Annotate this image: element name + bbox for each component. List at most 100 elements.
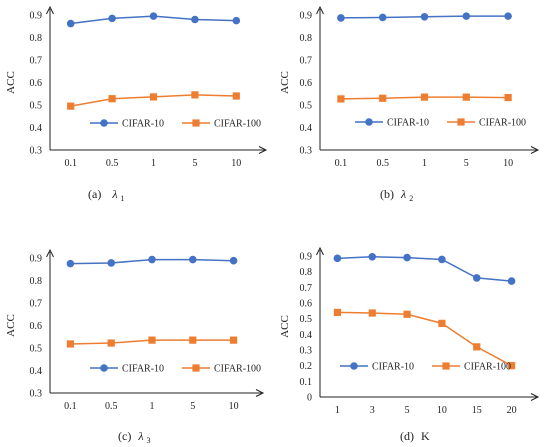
y-tick-label-c: 0.3	[30, 389, 43, 400]
caption-d: (d) K	[400, 429, 430, 443]
x-tick-label-a: 0.1	[64, 158, 77, 169]
legend-marker-cifar10-b	[365, 118, 373, 126]
y-axis-arrow-a	[46, 5, 54, 15]
point-cifar100-d	[473, 343, 481, 351]
x-tick-label-d: 3	[370, 405, 375, 416]
legend-marker-cifar100-a	[192, 119, 200, 127]
y-tick-label-d: 0.8	[300, 267, 313, 278]
caption-b: (b) λ 2	[380, 187, 413, 203]
y-tick-label-a: 0.5	[30, 101, 43, 112]
y-tick-label-d: 0.2	[300, 361, 313, 372]
legend-marker-cifar100-d	[442, 362, 450, 370]
x-tick-label-d: 20	[507, 405, 517, 416]
y-tick-label-d: 0	[307, 393, 312, 404]
point-cifar100-d	[403, 310, 411, 318]
point-cifar10-d	[368, 252, 377, 261]
y-tick-label-d: 0.9	[300, 252, 313, 263]
y-tick-label-a: 0.6	[30, 78, 43, 89]
caption-c-subscript: 3	[147, 436, 151, 445]
point-cifar10-b	[378, 13, 387, 22]
point-cifar10-d	[333, 254, 342, 263]
legend-marker-cifar10-a	[100, 119, 108, 127]
point-cifar10-a	[66, 19, 75, 28]
y-tick-label-b: 0.8	[300, 33, 313, 44]
y-tick-label-c: 0.8	[30, 276, 43, 287]
point-cifar10-b	[420, 12, 429, 21]
x-tick-label-d: 10	[437, 405, 447, 416]
point-cifar100-b	[504, 93, 512, 102]
point-cifar10-c	[107, 259, 115, 267]
series-line-cifar10-d	[337, 256, 512, 282]
caption-a-subscript: 1	[121, 194, 125, 203]
point-cifar100-a	[149, 93, 158, 101]
x-tick-label-c: 5	[190, 401, 195, 412]
x-tick-label-b: 10	[503, 158, 513, 169]
y-axis-title-c: ACC	[5, 314, 17, 337]
y-tick-label-c: 0.6	[30, 321, 43, 332]
caption-a-prefix: (a)	[88, 187, 101, 201]
y-tick-label-b: 0.6	[300, 78, 313, 89]
y-tick-label-b: 0.9	[300, 11, 313, 22]
y-tick-label-c: 0.4	[30, 366, 43, 377]
y-tick-label-c: 0.5	[30, 344, 43, 355]
y-tick-label-a: 0.7	[30, 56, 43, 67]
point-cifar100-b	[337, 95, 345, 103]
point-cifar10-c	[229, 256, 238, 265]
caption-d-symbol: K	[421, 429, 430, 443]
legend-label-cifar10-b: CIFAR-10	[387, 118, 429, 129]
x-tick-label-a: 1	[151, 158, 156, 169]
x-tick-label-c: 0.1	[64, 401, 77, 412]
caption-a: (a) λ 1	[88, 187, 125, 203]
y-tick-label-c: 0.9	[30, 254, 43, 265]
legend-label-cifar100-d: CIFAR-100	[464, 362, 511, 373]
x-tick-label-d: 15	[472, 405, 482, 416]
x-tick-label-d: 5	[405, 405, 410, 416]
chart-panel-c: 0.3 0.4 0.5 0.6 0.7 0.8 0.9 0.1 0.5 1 5 10 ACC CIFAR-…	[5, 248, 265, 412]
y-tick-label-d: 0.6	[300, 299, 313, 310]
caption-c-symbol: λ	[137, 429, 143, 443]
point-cifar100-a	[232, 92, 240, 100]
y-axis-arrow-c	[46, 248, 54, 258]
point-cifar10-d	[472, 274, 481, 282]
x-tick-label-a: 5	[192, 158, 197, 169]
x-tick-label-a: 0.5	[106, 158, 119, 169]
y-axis-arrow-d	[316, 246, 324, 256]
caption-b-subscript: 2	[409, 194, 413, 203]
point-cifar10-d	[403, 253, 411, 262]
legend-label-cifar100-b: CIFAR-100	[479, 118, 526, 129]
chart-panel-d: 0 0.1 0.2 0.3 0.4 0.5 0.6 0.7 0.8 0.9 1 3 5 10 15 20 ACC…	[279, 246, 540, 416]
x-tick-label-c: 10	[229, 401, 239, 412]
chart-panel-a: 0.3 0.4 0.5 0.6 0.7 0.8 0.9 0.1 0.5 1 5 10 ACC CIFAR-…	[5, 5, 268, 169]
legend-marker-cifar100-b	[457, 118, 465, 126]
x-axis-arrow-a	[258, 146, 268, 154]
x-axis-arrow-b	[530, 146, 540, 154]
y-tick-label-d: 0.3	[300, 346, 313, 357]
point-cifar10-d	[438, 255, 446, 264]
point-cifar100-b	[462, 93, 470, 101]
point-cifar100-d	[507, 362, 516, 370]
legend-label-cifar10-d: CIFAR-10	[372, 362, 414, 373]
legend-label-cifar10-c: CIFAR-10	[122, 364, 164, 375]
y-axis-title-a: ACC	[5, 71, 17, 94]
caption-c: (c) λ 3	[118, 429, 151, 445]
point-cifar10-c	[66, 259, 75, 268]
point-cifar100-d	[438, 319, 446, 327]
point-cifar100-b	[379, 94, 387, 102]
point-cifar100-c	[230, 336, 238, 344]
x-tick-label-b: 0.5	[376, 158, 389, 169]
legend-marker-cifar10-d	[350, 362, 358, 370]
x-tick-label-a: 10	[231, 158, 241, 169]
point-cifar10-b	[462, 12, 471, 20]
point-cifar10-b	[504, 12, 512, 20]
x-axis-arrow-d	[530, 393, 540, 401]
point-cifar100-c	[189, 336, 197, 344]
point-cifar100-c	[66, 340, 74, 348]
chart-panel-b: 0.3 0.4 0.5 0.6 0.7 0.8 0.9 0.1 0.5 1 5 10 ACC CIFAR-…	[279, 5, 540, 169]
y-tick-label-d: 0.5	[300, 314, 313, 325]
series-line-cifar100-d	[337, 311, 512, 367]
y-tick-label-d: 0.4	[300, 330, 313, 341]
point-cifar10-d	[507, 277, 516, 285]
y-tick-label-b: 0.7	[300, 56, 313, 67]
x-tick-label-b: 0.1	[335, 158, 348, 169]
